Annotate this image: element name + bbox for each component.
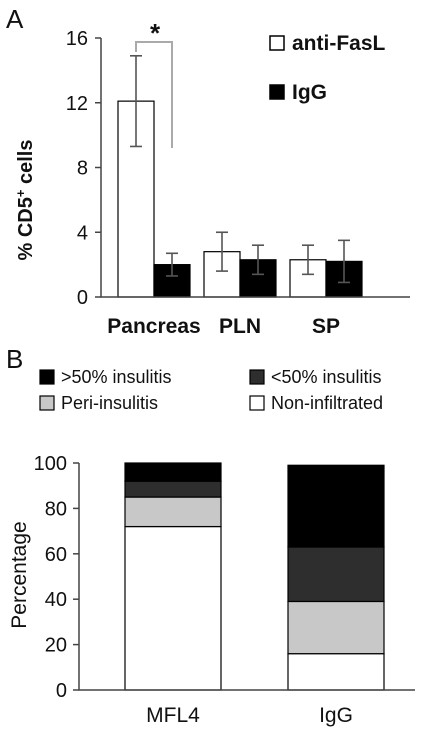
stacked-segment	[124, 525, 222, 691]
legend-label: IgG	[292, 81, 327, 104]
significance-marker: *	[135, 18, 173, 148]
y-tick-label: 0	[56, 680, 67, 702]
panel-a-y-ticks: 0 4 8 12 16	[66, 28, 101, 309]
panel-a-label: A	[6, 4, 24, 34]
stacked-segment	[124, 496, 222, 528]
y-tick-label: 12	[66, 93, 88, 115]
legend-swatch	[269, 84, 285, 100]
significance-star: *	[150, 18, 161, 48]
panel-a-error-bars	[130, 55, 350, 284]
panel-a: A % CD5+ cells 0 4 8 12 16 * Pancreas PLN SP a…	[6, 4, 410, 338]
y-tick-label: 4	[77, 222, 88, 244]
y-tick-label: 8	[77, 158, 88, 180]
y-tick-label: 40	[45, 589, 67, 611]
y-tick-label: 20	[45, 635, 67, 657]
stacked-segment	[124, 462, 222, 482]
legend-swatch	[249, 369, 265, 385]
panel-b: B Percentage >50% insulitis <50% insuliti…	[6, 344, 415, 727]
stacked-segment	[287, 600, 385, 655]
panel-b-legend: >50% insulitis <50% insulitis Peri-insulit…	[39, 367, 383, 413]
legend-label: Peri-insulitis	[61, 393, 158, 413]
panel-a-y-axis-label: % CD5+ cells	[13, 140, 38, 261]
panel-b-x-labels: MFL4 IgG	[146, 704, 353, 727]
legend-label: >50% insulitis	[61, 367, 172, 387]
x-category-label: PLN	[219, 315, 261, 338]
stacked-segment	[287, 464, 385, 548]
panel-b-y-axis-label: Percentage	[8, 521, 31, 628]
x-category-label: MFL4	[146, 704, 200, 727]
panel-b-stacked-bars	[124, 462, 385, 691]
legend-label: anti-FasL	[292, 32, 386, 55]
x-category-label: Pancreas	[107, 315, 200, 338]
y-tick-label: 16	[66, 28, 88, 50]
panel-b-axes	[78, 463, 415, 691]
x-category-label: IgG	[319, 704, 353, 727]
x-category-label: SP	[312, 315, 340, 338]
stacked-segment	[287, 653, 385, 691]
legend-swatch	[39, 395, 55, 411]
stacked-segment	[287, 546, 385, 603]
legend-swatch	[39, 369, 55, 385]
significance-bracket	[135, 41, 173, 148]
legend-swatch	[269, 35, 285, 51]
panel-a-axes	[100, 38, 410, 298]
panel-b-y-ticks: 0 20 40 60 80 100	[34, 453, 79, 702]
y-tick-label: 80	[45, 498, 67, 520]
panel-b-label: B	[6, 344, 23, 374]
legend-label: <50% insulitis	[271, 367, 382, 387]
panel-a-legend: anti-FasL IgG	[269, 32, 386, 104]
legend-label: Non-infiltrated	[271, 393, 383, 413]
y-tick-label: 60	[45, 544, 67, 566]
y-tick-label: 0	[77, 287, 88, 309]
panel-a-bars	[117, 100, 363, 298]
y-tick-label: 100	[34, 453, 67, 475]
legend-swatch	[249, 395, 265, 411]
stacked-segment	[124, 480, 222, 498]
panel-a-x-labels: Pancreas PLN SP	[107, 315, 340, 338]
